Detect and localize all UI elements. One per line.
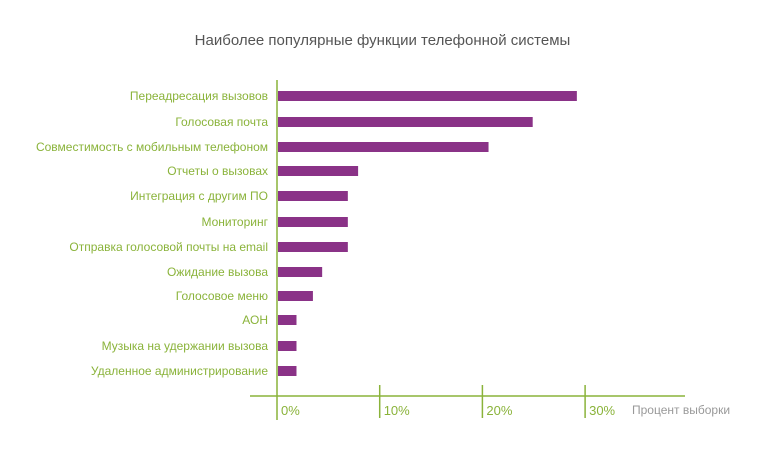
bar bbox=[278, 242, 348, 252]
category-label: Отправка голосовой почты на email bbox=[69, 240, 268, 254]
bar bbox=[278, 341, 297, 351]
category-label: Интеграция с другим ПО bbox=[130, 189, 268, 203]
chart-title: Наиболее популярные функции телефонной с… bbox=[194, 32, 571, 49]
x-tick-label: 0% bbox=[281, 403, 300, 418]
category-label: Совместимость с мобильным телефоном bbox=[36, 140, 268, 154]
bar bbox=[278, 166, 359, 176]
bar bbox=[278, 191, 348, 201]
bar bbox=[278, 291, 313, 301]
bar bbox=[278, 117, 533, 127]
x-tick-label: 20% bbox=[486, 403, 512, 418]
x-axis-label: Процент выборки bbox=[632, 403, 730, 417]
category-label: Переадресация вызовов bbox=[130, 89, 268, 103]
category-label: Удаленное администрирование bbox=[91, 364, 268, 378]
bar bbox=[278, 217, 348, 227]
category-label: АОН bbox=[242, 313, 268, 327]
bar bbox=[278, 315, 297, 325]
category-label: Мониторинг bbox=[201, 215, 268, 229]
category-label: Голосовое меню bbox=[176, 289, 268, 303]
bar bbox=[278, 366, 297, 376]
bar bbox=[278, 91, 577, 101]
category-label: Музыка на удержании вызова bbox=[102, 339, 269, 353]
category-label: Отчеты о вызовах bbox=[167, 164, 268, 178]
x-tick-label: 10% bbox=[384, 403, 410, 418]
bar bbox=[278, 267, 323, 277]
bar bbox=[278, 142, 489, 152]
category-label: Ожидание вызова bbox=[167, 265, 268, 279]
category-label: Голосовая почта bbox=[175, 115, 268, 129]
x-tick-label: 30% bbox=[589, 403, 615, 418]
